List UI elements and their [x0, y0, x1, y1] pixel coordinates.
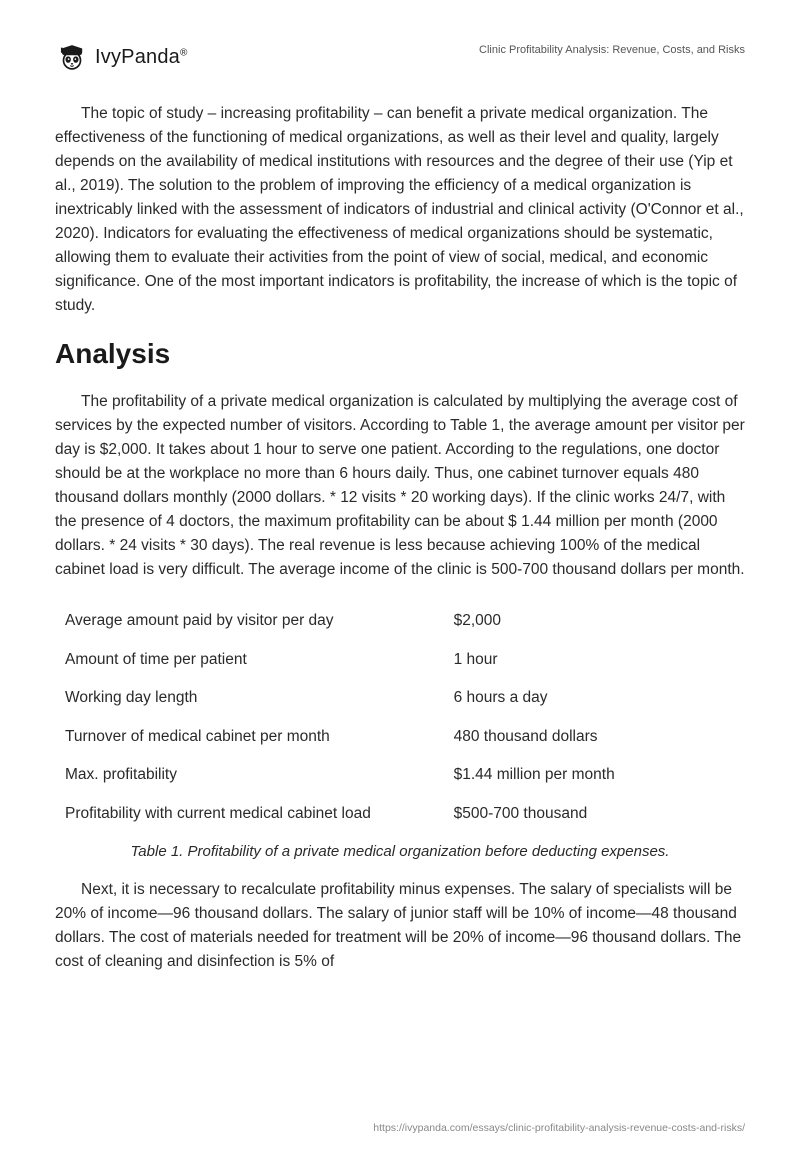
brand-logo: IvyPanda®	[55, 40, 188, 74]
table-cell-val: $500-700 thousand	[454, 803, 735, 825]
document-title: Clinic Profitability Analysis: Revenue, …	[479, 44, 745, 56]
analysis-paragraph-1: The profitability of a private medical o…	[55, 390, 745, 582]
table-cell-key: Max. profitability	[65, 764, 454, 786]
profitability-table: Average amount paid by visitor per day $…	[55, 602, 745, 833]
table-cell-val: 1 hour	[454, 649, 735, 671]
table-cell-val: 480 thousand dollars	[454, 726, 735, 748]
intro-paragraph: The topic of study – increasing profitab…	[55, 102, 745, 318]
table-row: Working day length 6 hours a day	[55, 679, 745, 717]
brand-name: IvyPanda®	[95, 46, 188, 69]
table-cell-key: Amount of time per patient	[65, 649, 454, 671]
table-cell-val: 6 hours a day	[454, 687, 735, 709]
page-header: IvyPanda® Clinic Profitability Analysis:…	[55, 40, 745, 74]
analysis-paragraph-2: Next, it is necessary to recalculate pro…	[55, 878, 745, 974]
table-cell-val: $1.44 million per month	[454, 764, 735, 786]
table-row: Profitability with current medical cabin…	[55, 795, 745, 833]
footer-source-url: https://ivypanda.com/essays/clinic-profi…	[373, 1122, 745, 1134]
table-row: Turnover of medical cabinet per month 48…	[55, 718, 745, 756]
table-row: Average amount paid by visitor per day $…	[55, 602, 745, 640]
panda-icon	[55, 40, 89, 74]
table-cell-key: Profitability with current medical cabin…	[65, 803, 454, 825]
section-heading-analysis: Analysis	[55, 338, 745, 370]
table-row: Amount of time per patient 1 hour	[55, 641, 745, 679]
table-cell-key: Turnover of medical cabinet per month	[65, 726, 454, 748]
table-cell-key: Working day length	[65, 687, 454, 709]
table-cell-key: Average amount paid by visitor per day	[65, 610, 454, 632]
table-cell-val: $2,000	[454, 610, 735, 632]
table-row: Max. profitability $1.44 million per mon…	[55, 756, 745, 794]
table-caption: Table 1. Profitability of a private medi…	[55, 843, 745, 860]
